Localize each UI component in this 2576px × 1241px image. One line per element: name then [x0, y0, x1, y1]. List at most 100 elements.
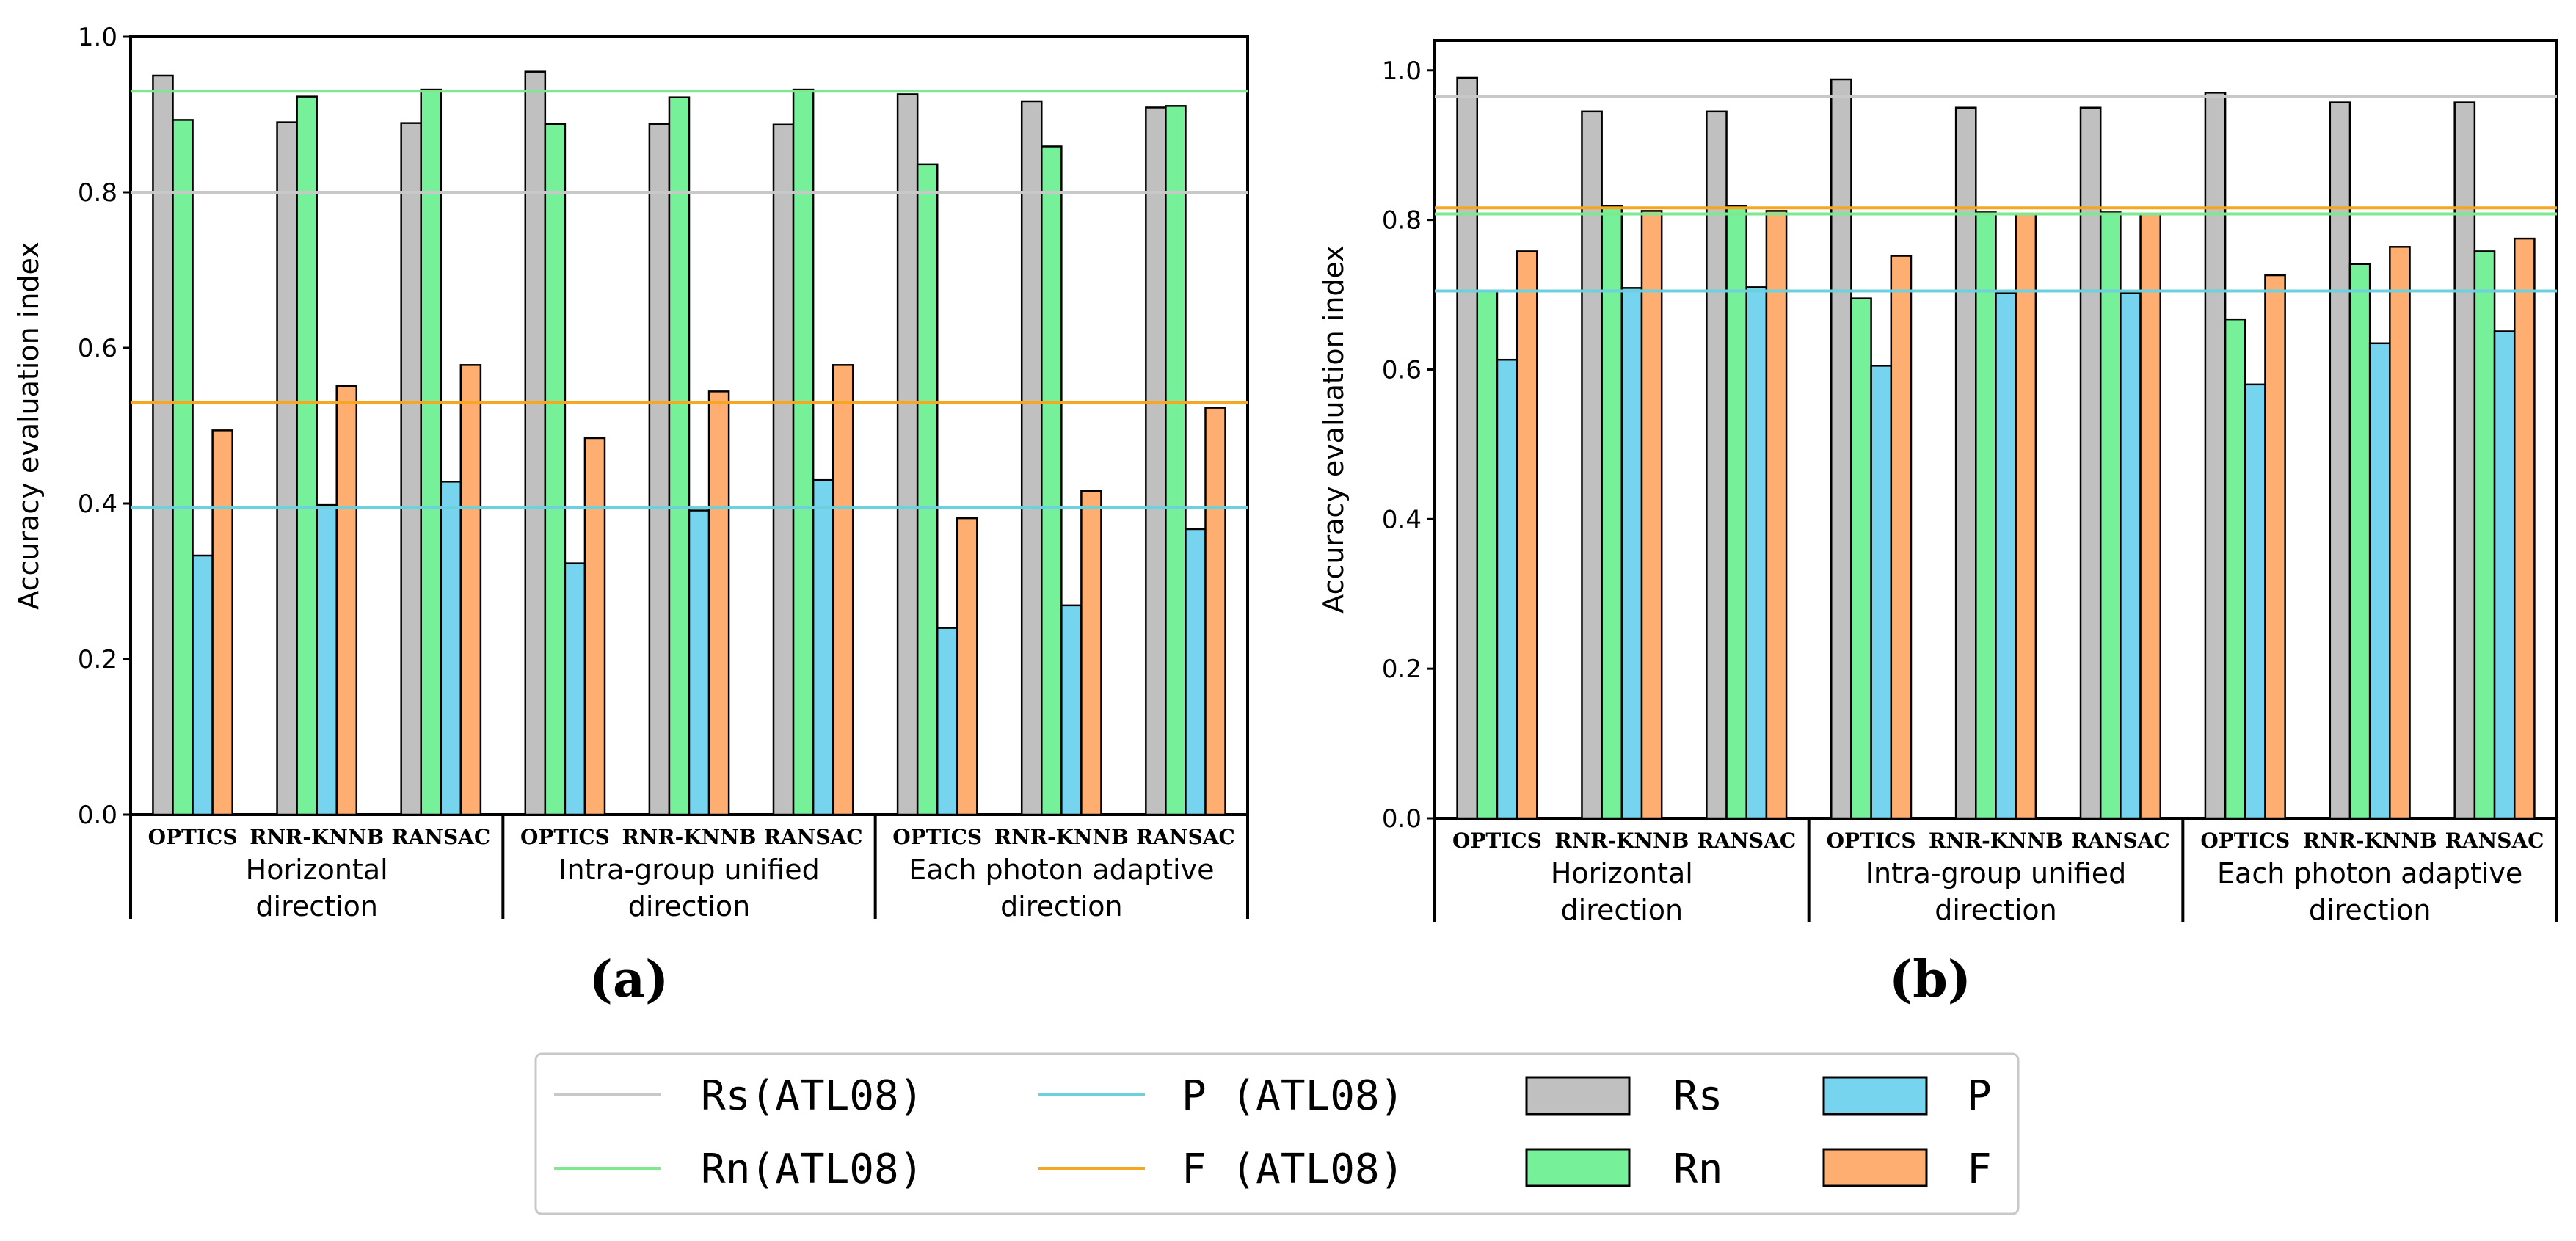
y-tick-label: 0.2	[1382, 655, 1422, 684]
legend-label-p: P	[1967, 1072, 1992, 1120]
category-label: OPTICS	[520, 825, 610, 849]
group-label: Intra-group unified	[1866, 857, 2126, 889]
category-label: RANSAC	[2071, 829, 2170, 853]
legend-frame	[534, 1052, 2020, 1215]
bar-p	[2244, 383, 2266, 820]
bar-p	[2120, 292, 2142, 820]
bar-f	[2513, 237, 2536, 820]
bar-rs	[400, 122, 422, 816]
category-label: RNR-KNNB	[2303, 829, 2437, 853]
bar-p	[1496, 358, 1518, 820]
bar-rn	[2224, 318, 2246, 820]
bar-rn	[1975, 211, 1997, 820]
bar-rn	[172, 119, 194, 816]
bar-rn	[2348, 263, 2371, 820]
legend-swatch-rn	[1525, 1148, 1631, 1187]
bar-rn	[1041, 145, 1063, 816]
bar-rs	[524, 70, 547, 816]
legend-label-f-atl08: F (ATL08)	[1182, 1146, 1404, 1193]
y-tick-label: 0.2	[78, 645, 117, 674]
bar-rs	[276, 121, 298, 816]
legend: Rs(ATL08) P (ATL08) Rn(ATL08) F (ATL08) …	[534, 1052, 2020, 1215]
bar-rs	[2453, 101, 2476, 820]
bar-rs	[1581, 110, 1603, 820]
bar-rn	[544, 123, 567, 816]
panel-b: 0.0 0.2 0.4 0.6 0.8 1.0 Accuracy evaluation in…	[1317, 39, 2558, 1009]
bar-p	[688, 509, 710, 816]
y-tick-label: 0.0	[78, 801, 117, 830]
bar-rs	[648, 123, 671, 816]
group-label: Horizontal	[1551, 857, 1693, 889]
legend-swatch-p	[1822, 1076, 1928, 1116]
bar-f	[583, 437, 606, 816]
group-label: direction	[1561, 894, 1684, 926]
bar-rn	[1601, 205, 1623, 820]
panel-label: (b)	[1889, 950, 1971, 1009]
panel-a: 0.0 0.2 0.4 0.6 0.8 1.0 Accuracy evaluation in…	[12, 23, 1249, 1009]
group-label: direction	[628, 890, 751, 922]
y-axis-label: Accuracy evaluation index	[1317, 245, 1350, 613]
category-label: OPTICS	[148, 825, 238, 849]
category-label: RNR-KNNB	[250, 825, 384, 849]
bar-f	[1080, 490, 1102, 816]
category-label: RANSAC	[1697, 829, 1796, 853]
bar-p	[936, 627, 958, 816]
bar-f	[1204, 407, 1226, 816]
bar-rs	[772, 123, 795, 816]
group-label: direction	[1000, 890, 1123, 922]
bar-p	[316, 503, 338, 816]
legend-label-rs: Rs	[1673, 1072, 1722, 1120]
bar-rn	[2099, 211, 2122, 820]
bar-f	[956, 517, 978, 816]
legend-swatch-rs	[1525, 1076, 1631, 1116]
bar-f	[335, 385, 358, 816]
bar-p	[1060, 604, 1083, 816]
group-label: direction	[2309, 894, 2431, 926]
group-label: Each photon adaptive	[2217, 857, 2522, 889]
category-label: OPTICS	[1452, 829, 1542, 853]
category-label: RANSAC	[764, 825, 863, 849]
group-label: direction	[1935, 894, 2057, 926]
bar-p	[1185, 528, 1207, 816]
category-label: RANSAC	[391, 825, 490, 849]
bar-rn	[1476, 290, 1499, 820]
group-label: Intra-group unified	[559, 854, 819, 886]
bar-p	[1995, 292, 2017, 820]
y-tick-label: 0.8	[1382, 206, 1422, 236]
bar-p	[564, 562, 586, 816]
bar-f	[2389, 246, 2411, 820]
bar-rs	[1145, 106, 1167, 816]
category-label: OPTICS	[2200, 829, 2290, 853]
legend-label-f: F	[1967, 1146, 1992, 1193]
y-tick-label: 1.0	[1382, 57, 1422, 86]
bar-f	[1516, 250, 1538, 820]
bar-rn	[916, 163, 939, 816]
bar-rn	[2473, 250, 2496, 820]
group-label: Horizontal	[246, 854, 388, 886]
category-label: RANSAC	[1136, 825, 1235, 849]
bar-f	[459, 364, 482, 816]
group-label: Each photon adaptive	[909, 854, 1214, 886]
bar-f	[2015, 213, 2037, 820]
bar-rn	[1165, 105, 1187, 816]
bar-f	[1765, 210, 1788, 820]
bar-rn	[1725, 205, 1747, 820]
bar-rs	[1830, 78, 1852, 820]
bar-rn	[668, 96, 691, 816]
y-tick-label: 0.6	[1382, 355, 1422, 385]
bar-f	[211, 429, 233, 816]
y-axis-label: Accuracy evaluation index	[12, 241, 45, 609]
bar-f	[2264, 274, 2286, 820]
bar-p	[192, 554, 214, 816]
y-tick-label: 0.6	[78, 334, 117, 363]
category-label: RANSAC	[2445, 829, 2544, 853]
bar-rn	[1850, 297, 1872, 820]
category-label: RNR-KNNB	[622, 825, 757, 849]
category-label: RNR-KNNB	[1554, 829, 1689, 853]
bar-p	[812, 478, 834, 816]
bar-f	[1640, 210, 1663, 820]
bar-rs	[152, 74, 174, 816]
y-tick-label: 0.0	[1382, 804, 1422, 834]
bar-p	[1620, 287, 1643, 820]
